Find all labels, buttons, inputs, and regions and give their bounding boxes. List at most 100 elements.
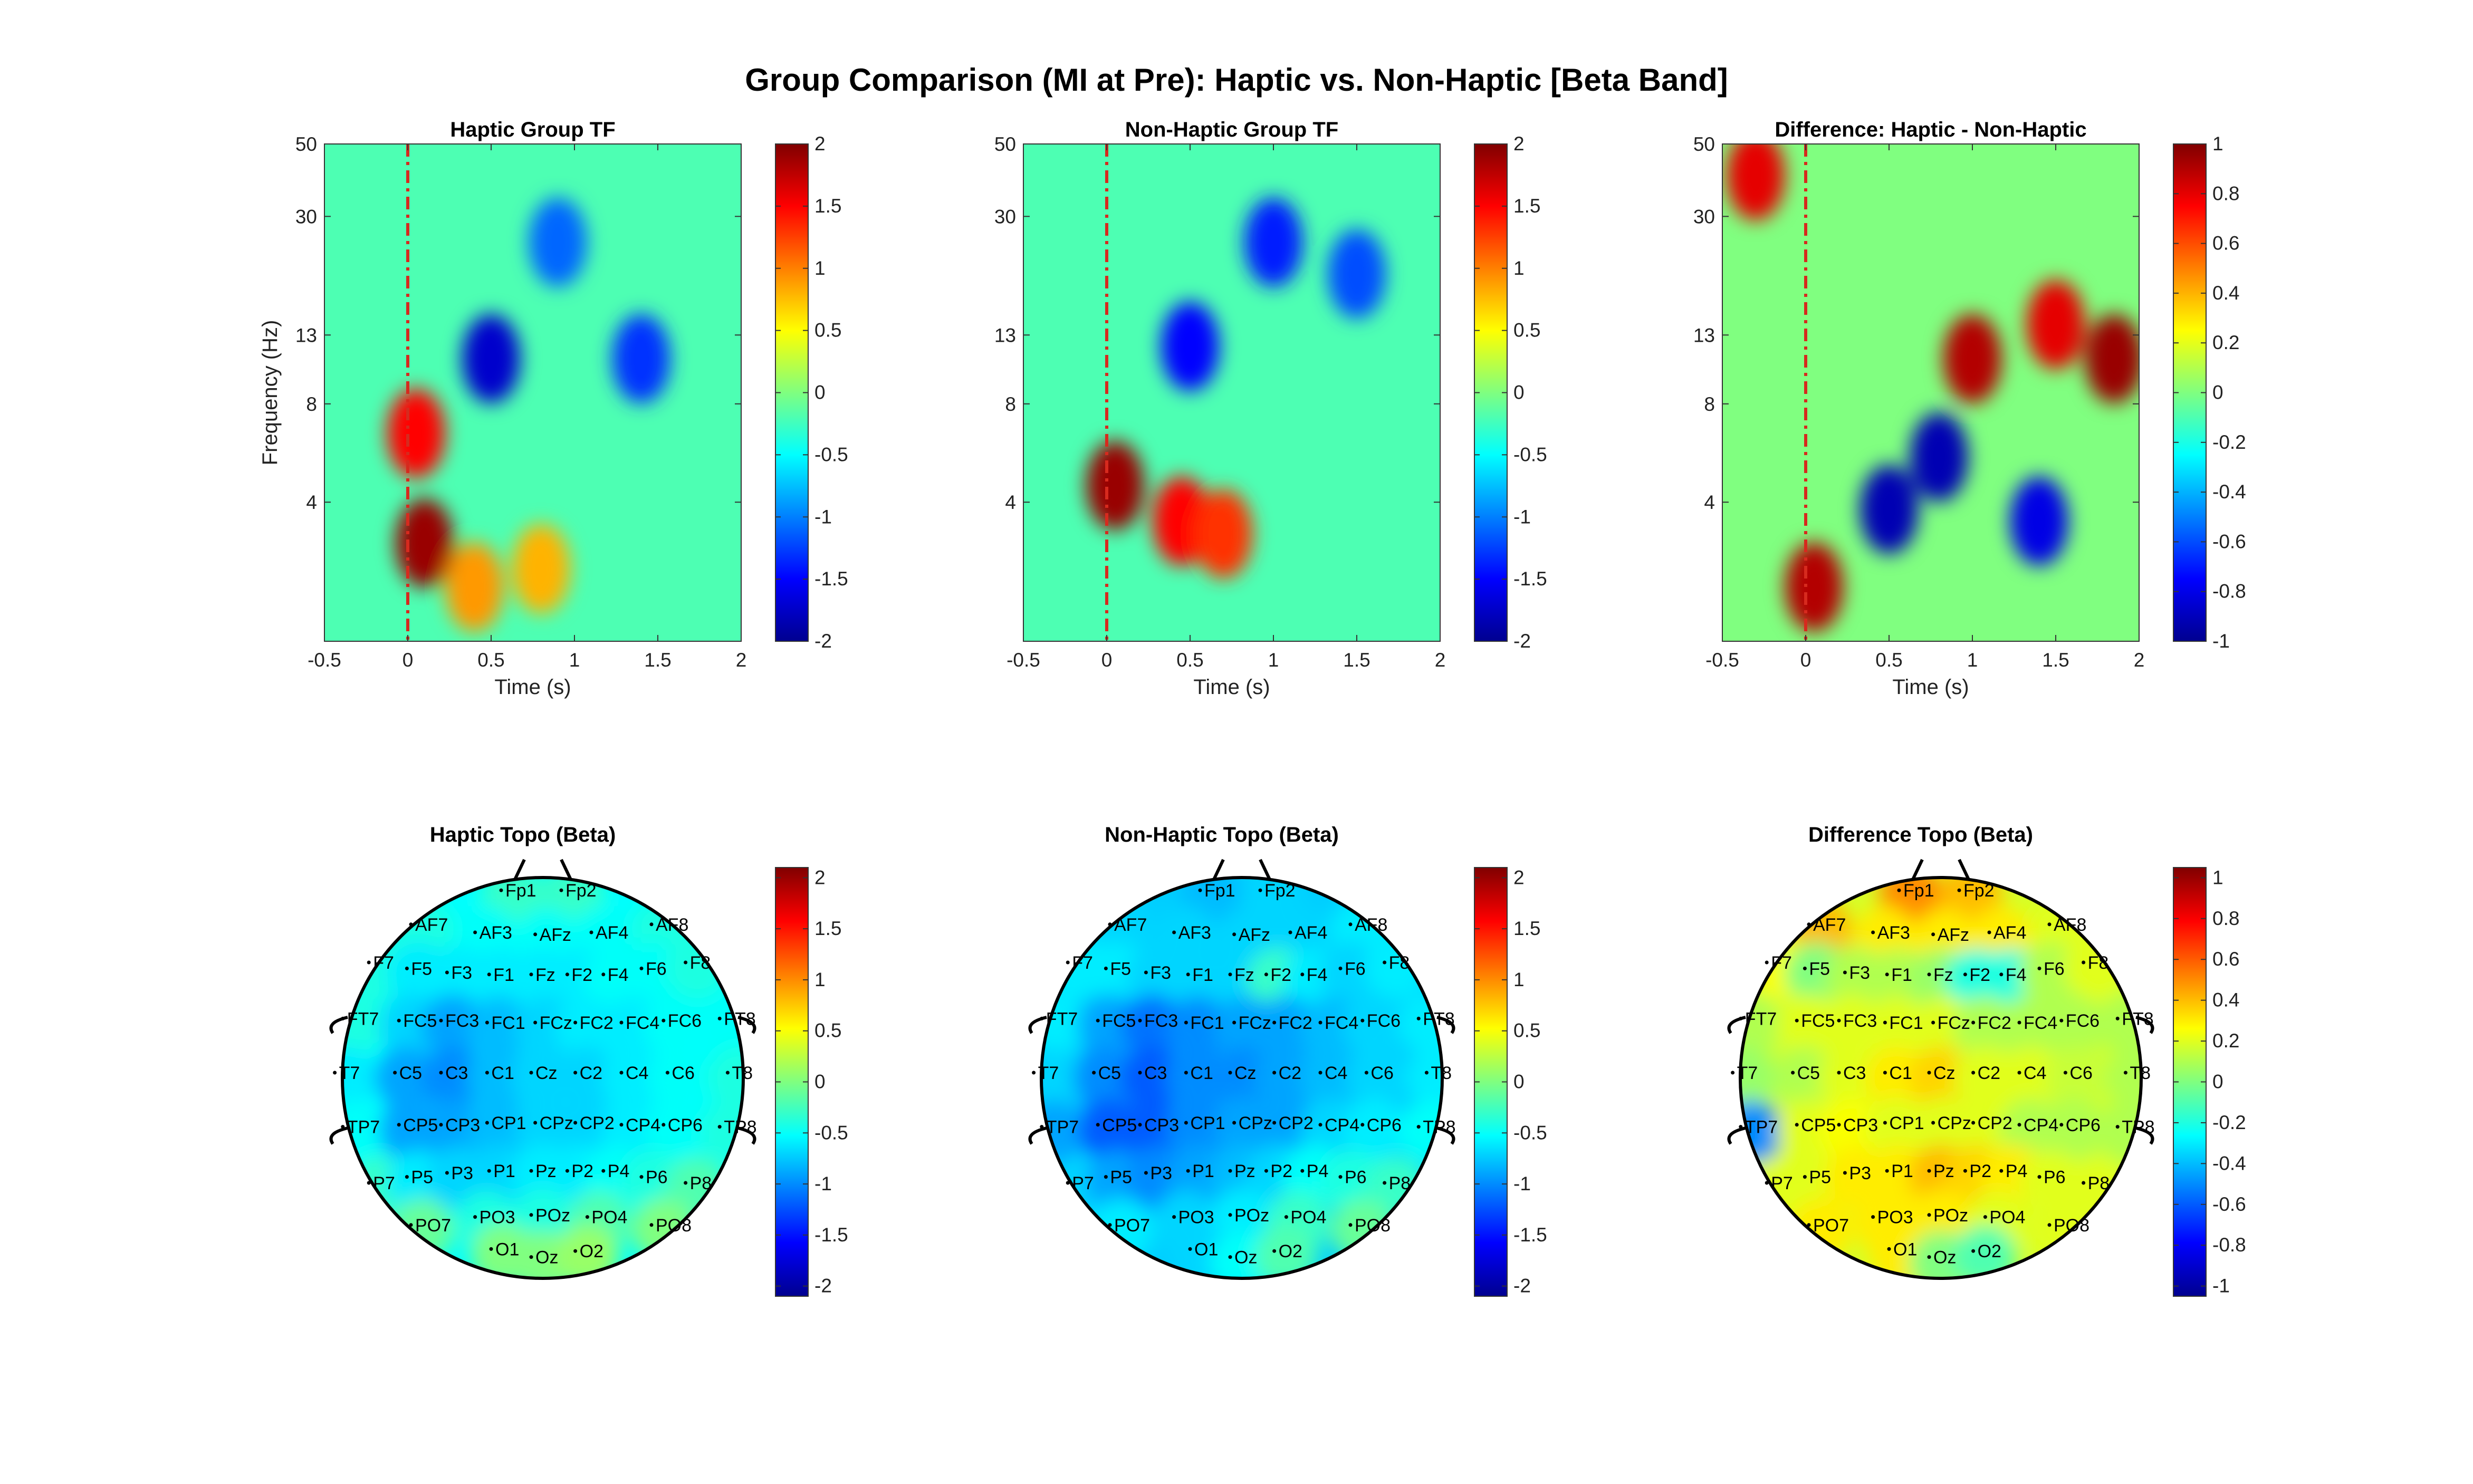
topo-panel-title: Haptic Topo (Beta) xyxy=(430,823,616,846)
electrode-label: F7 xyxy=(1771,953,1792,973)
colorbar-tick-label: -0.5 xyxy=(1513,444,1547,465)
y-tick-label: 50 xyxy=(295,133,317,155)
colorbar-tick-label: -1 xyxy=(1513,1173,1531,1194)
topo-value-blob xyxy=(643,1098,707,1162)
electrode-label: T7 xyxy=(339,1063,360,1083)
electrode-dot xyxy=(619,1071,624,1075)
topo-value-blob xyxy=(643,994,707,1058)
colorbar-tick-label: 2 xyxy=(814,133,826,155)
electrode-dot xyxy=(2059,1123,2064,1127)
electrode-label: F4 xyxy=(1307,965,1328,985)
electrode-dot xyxy=(1931,1020,1935,1025)
electrode-dot xyxy=(1383,1181,1387,1185)
electrode-label: CP1 xyxy=(1889,1113,1924,1133)
topo-value-blob xyxy=(601,1046,665,1110)
electrode-dot xyxy=(559,888,563,892)
electrode-dot xyxy=(1931,932,1935,937)
electrode-dot xyxy=(1885,972,1889,977)
colorbar-tick-label: 0 xyxy=(2212,382,2223,403)
electrode-label: CPz xyxy=(1239,1113,1272,1133)
electrode-label: C3 xyxy=(1843,1063,1866,1083)
electrode-dot xyxy=(573,1020,578,1025)
x-axis-label: Time (s) xyxy=(1892,676,1969,699)
electrode-label: PO8 xyxy=(1355,1216,1391,1236)
electrode-label: P5 xyxy=(411,1168,433,1188)
ear-mark xyxy=(737,1016,756,1145)
electrode-label: FCz xyxy=(1938,1013,1970,1033)
electrode-label: FC6 xyxy=(2066,1011,2100,1031)
electrode-dot xyxy=(1803,966,1807,970)
topo-value-blob xyxy=(1342,994,1406,1058)
tf-feature xyxy=(1910,412,1969,502)
electrode-label: PO3 xyxy=(1877,1208,1913,1228)
electrode-label: CP4 xyxy=(2024,1115,2058,1135)
electrode-dot xyxy=(1232,932,1236,937)
electrode-dot xyxy=(2082,1181,2086,1185)
topo-value-blob xyxy=(1865,1046,1929,1110)
electrode-label: Fp1 xyxy=(505,881,536,901)
colorbar-tick-label: 0.5 xyxy=(814,1020,841,1042)
head-circle xyxy=(1739,876,2143,1280)
electrode-label: C4 xyxy=(2024,1063,2046,1083)
electrode-dot xyxy=(1272,1020,1277,1025)
electrode-dot xyxy=(397,1123,401,1127)
electrode-dot xyxy=(1795,1018,1799,1023)
electrode-label: C5 xyxy=(399,1063,422,1083)
electrode-dot xyxy=(445,970,449,975)
electrode-dot xyxy=(1066,960,1070,965)
topo-value-blob xyxy=(1398,992,1442,1056)
tf-feature xyxy=(1943,314,2002,404)
electrode-dot xyxy=(1138,1018,1142,1023)
colorbar-tick-label: 1.5 xyxy=(1513,195,1540,217)
colorbar-tick-label: 1.5 xyxy=(814,195,841,217)
electrode-label: AF8 xyxy=(656,915,688,935)
topo-value-blob xyxy=(1166,996,1230,1059)
tf-panel-title: Non-Haptic Group TF xyxy=(1125,118,1338,141)
topo-value-blob xyxy=(421,994,484,1058)
electrode-label: TP8 xyxy=(2122,1117,2154,1138)
x-axis-label: Time (s) xyxy=(1193,676,1270,699)
electrode-label: C1 xyxy=(1889,1063,1912,1083)
tf-feature xyxy=(612,314,670,404)
electrode-label: FC5 xyxy=(1801,1011,1835,1031)
electrode-dot xyxy=(2115,1125,2120,1129)
electrode-label: P5 xyxy=(1809,1168,1831,1188)
electrode-label: CP5 xyxy=(403,1115,438,1135)
colorbar-tick-label: -2 xyxy=(814,630,832,652)
electrode-label: F3 xyxy=(1150,963,1171,983)
electrode-dot xyxy=(639,966,644,970)
electrode-label: C6 xyxy=(1370,1063,1393,1083)
electrode-dot xyxy=(367,1181,371,1185)
electrode-label: F2 xyxy=(1270,965,1291,985)
electrode-label: CP2 xyxy=(1978,1113,2012,1133)
electrode-dot xyxy=(725,1071,730,1075)
colorbar-tick-label: -0.2 xyxy=(2212,1112,2246,1133)
colorbar-tick-label: 0.6 xyxy=(2212,233,2239,254)
colorbar-tick-label: 1 xyxy=(1513,257,1525,279)
electrode-label: F2 xyxy=(571,965,592,985)
electrode-label: PO7 xyxy=(415,1216,451,1236)
electrode-label: P4 xyxy=(1307,1161,1329,1181)
x-axis-label: Time (s) xyxy=(494,676,571,699)
y-tick-label: 30 xyxy=(1693,206,1715,227)
electrode-dot xyxy=(1416,1016,1421,1020)
x-tick-label: 1 xyxy=(569,649,580,671)
electrode-dot xyxy=(1338,1175,1343,1179)
electrode-dot xyxy=(1360,1123,1365,1127)
electrode-label: PO8 xyxy=(656,1216,692,1236)
electrode-dot xyxy=(662,1018,666,1023)
electrode-label: CP4 xyxy=(626,1115,660,1135)
electrode-label: FC2 xyxy=(580,1013,614,1033)
colorbar-tick-label: 0.8 xyxy=(2212,908,2239,929)
electrode-dot xyxy=(1258,888,1262,892)
electrode-dot xyxy=(529,1071,533,1075)
electrode-dot xyxy=(529,972,533,977)
colorbar-tick-label: 0.8 xyxy=(2212,182,2239,204)
electrode-label: Oz xyxy=(535,1248,558,1268)
electrode-dot xyxy=(1348,922,1353,927)
electrode-label: C2 xyxy=(580,1063,602,1083)
topo-value-blob xyxy=(1166,1046,1230,1110)
colorbar-tick-label: -0.8 xyxy=(2212,1234,2246,1256)
topo-value-blob xyxy=(1398,1100,1442,1164)
x-tick-label: 0 xyxy=(1101,649,1113,671)
